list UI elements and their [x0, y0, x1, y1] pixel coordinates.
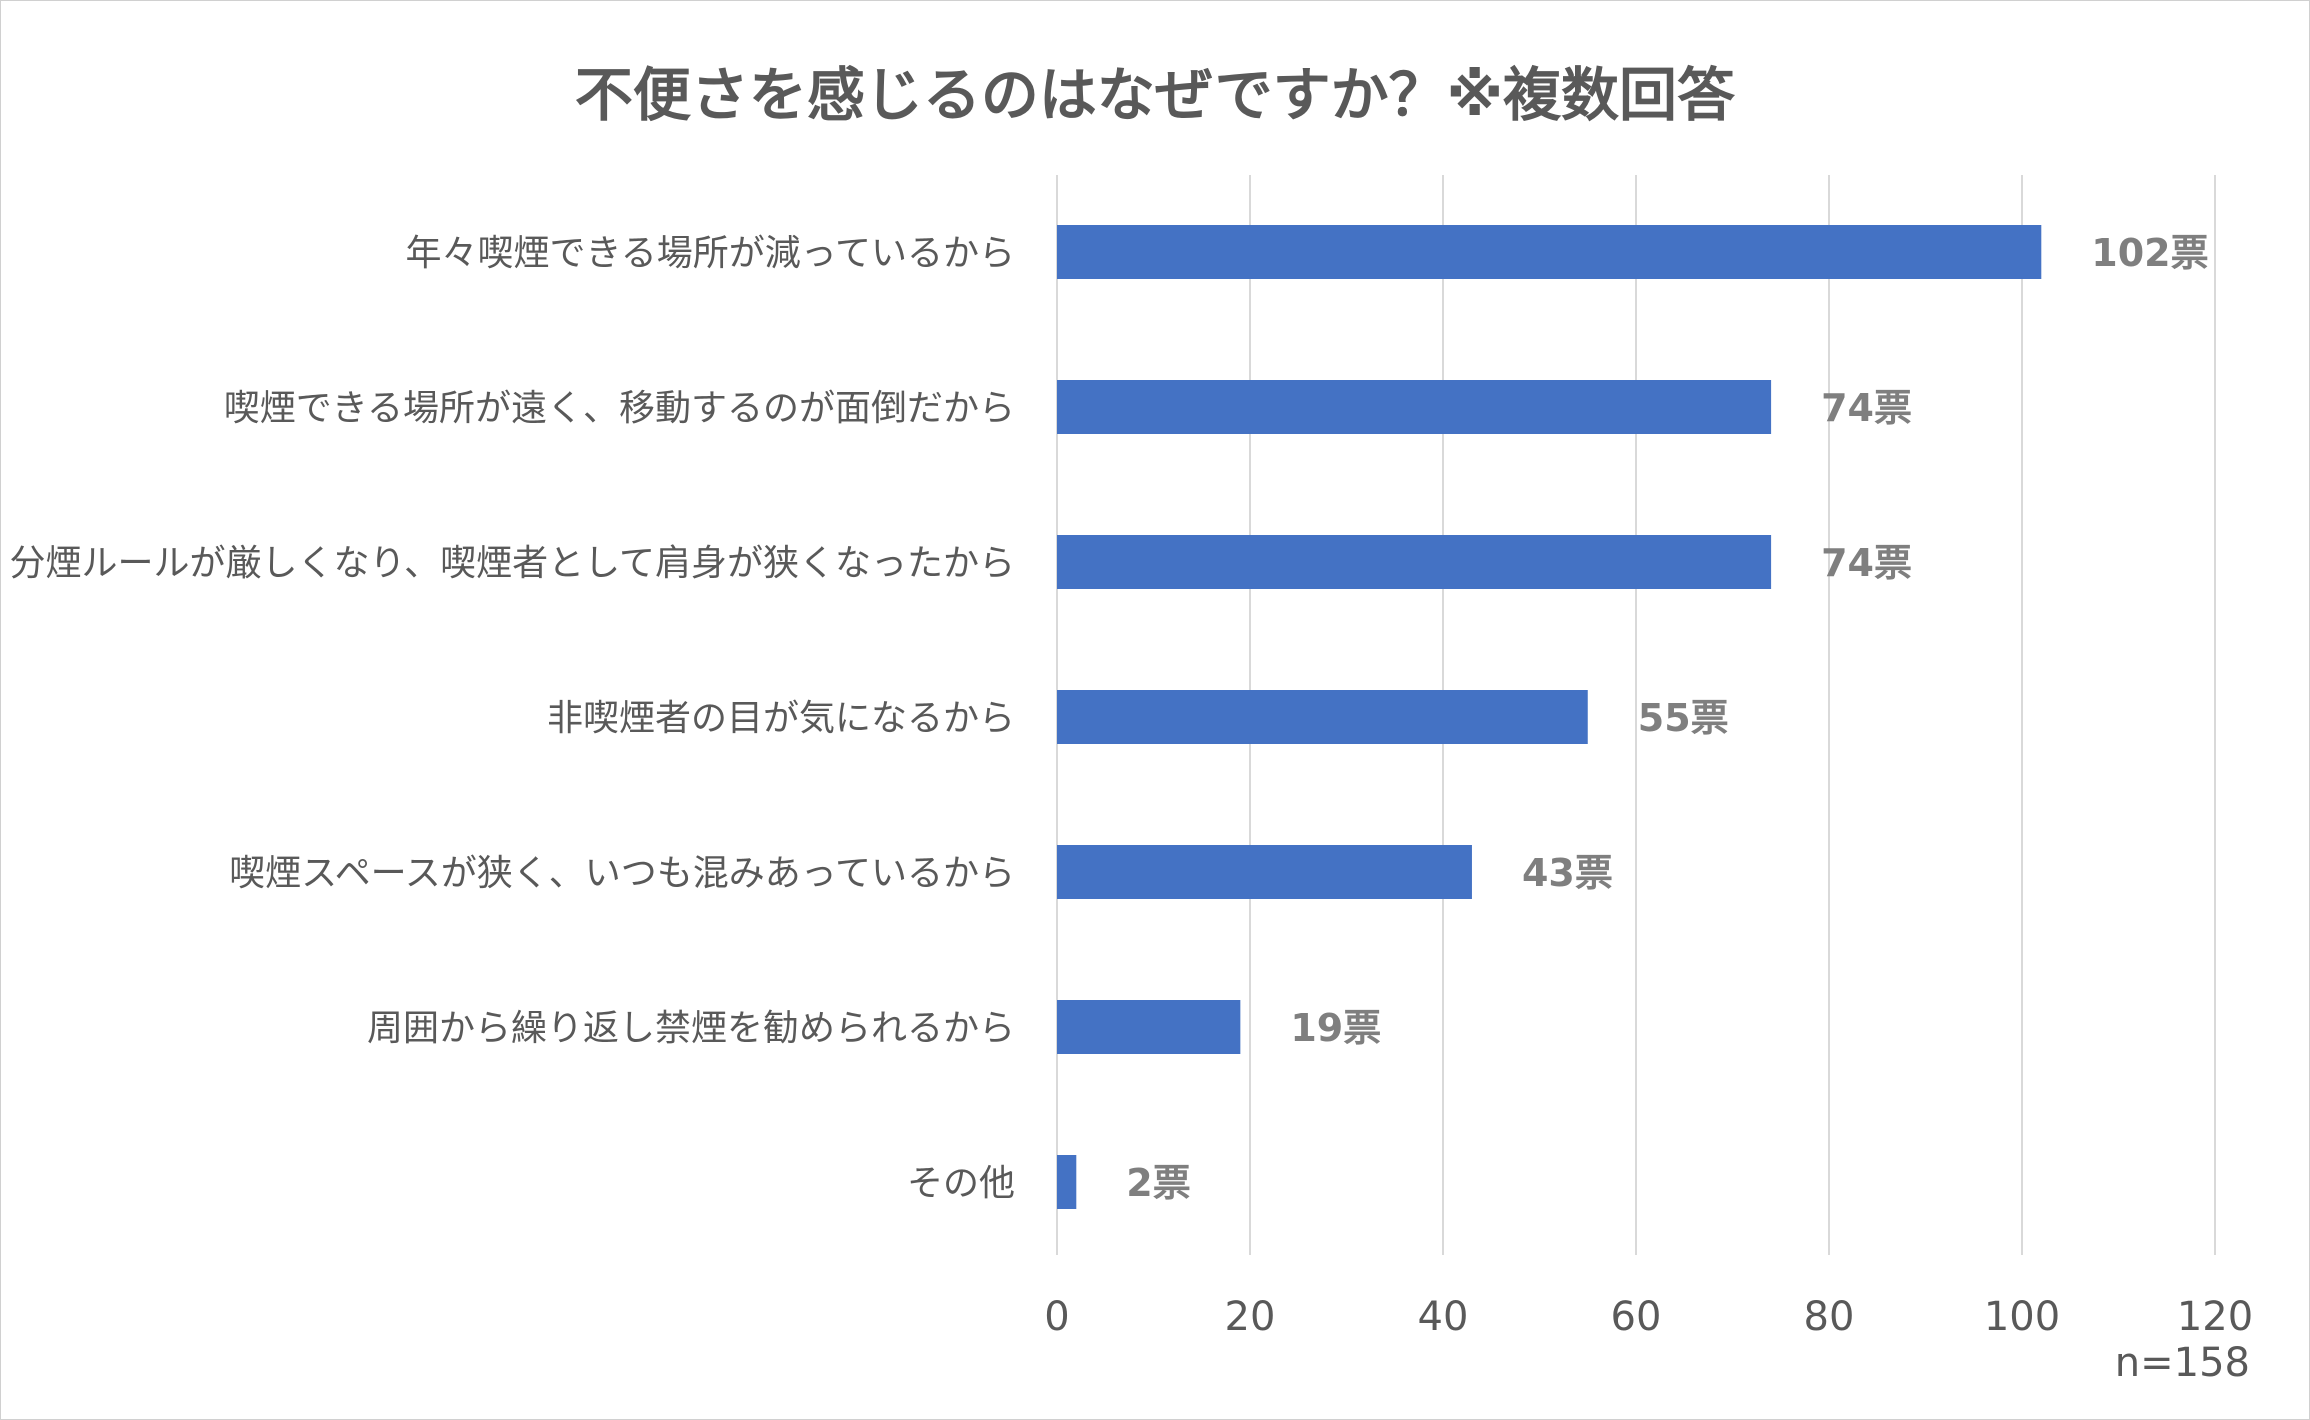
bar — [1057, 225, 2042, 279]
data-label: 2票 — [1126, 1161, 1190, 1205]
data-label: 55票 — [1638, 696, 1729, 740]
x-tick-label: 120 — [2177, 1294, 2253, 1340]
category-label: 喫煙スペースが狭く、いつも混みあっているから — [229, 853, 1015, 894]
chart-title: 不便さを感じるのはなぜですか？※複数回答 — [574, 61, 1736, 129]
category-label: 非喫煙者の目が気になるから — [547, 698, 1015, 739]
data-label: 102票 — [2091, 231, 2208, 275]
x-tick-label: 60 — [1611, 1294, 1662, 1340]
data-label: 43票 — [1522, 851, 1613, 895]
x-tick-label: 100 — [1984, 1294, 2060, 1340]
category-label: 喫煙できる場所が遠く、移動するのが面倒だから — [224, 388, 1015, 429]
x-tick-label: 0 — [1044, 1294, 1069, 1340]
bar — [1057, 845, 1472, 899]
bar — [1057, 535, 1772, 589]
x-tick-label: 20 — [1225, 1294, 1276, 1340]
bar — [1057, 1155, 1077, 1209]
x-tick-label: 40 — [1418, 1294, 1469, 1340]
category-label: 年々喫煙できる場所が減っているから — [406, 233, 1015, 274]
data-label: 74票 — [1821, 386, 1912, 430]
bar — [1057, 380, 1772, 434]
data-label: 19票 — [1290, 1006, 1381, 1050]
sample-size-note: n=158 — [2114, 1340, 2250, 1386]
data-label: 74票 — [1821, 541, 1912, 585]
bar — [1057, 690, 1588, 744]
category-label: その他 — [907, 1163, 1015, 1204]
category-label: 周囲から繰り返し禁煙を勧められるから — [367, 1008, 1015, 1049]
bar — [1057, 1000, 1241, 1054]
x-tick-label: 80 — [1804, 1294, 1855, 1340]
category-label: 分煙ルールが厳しくなり、喫煙者として肩身が狭くなったから — [10, 543, 1015, 584]
